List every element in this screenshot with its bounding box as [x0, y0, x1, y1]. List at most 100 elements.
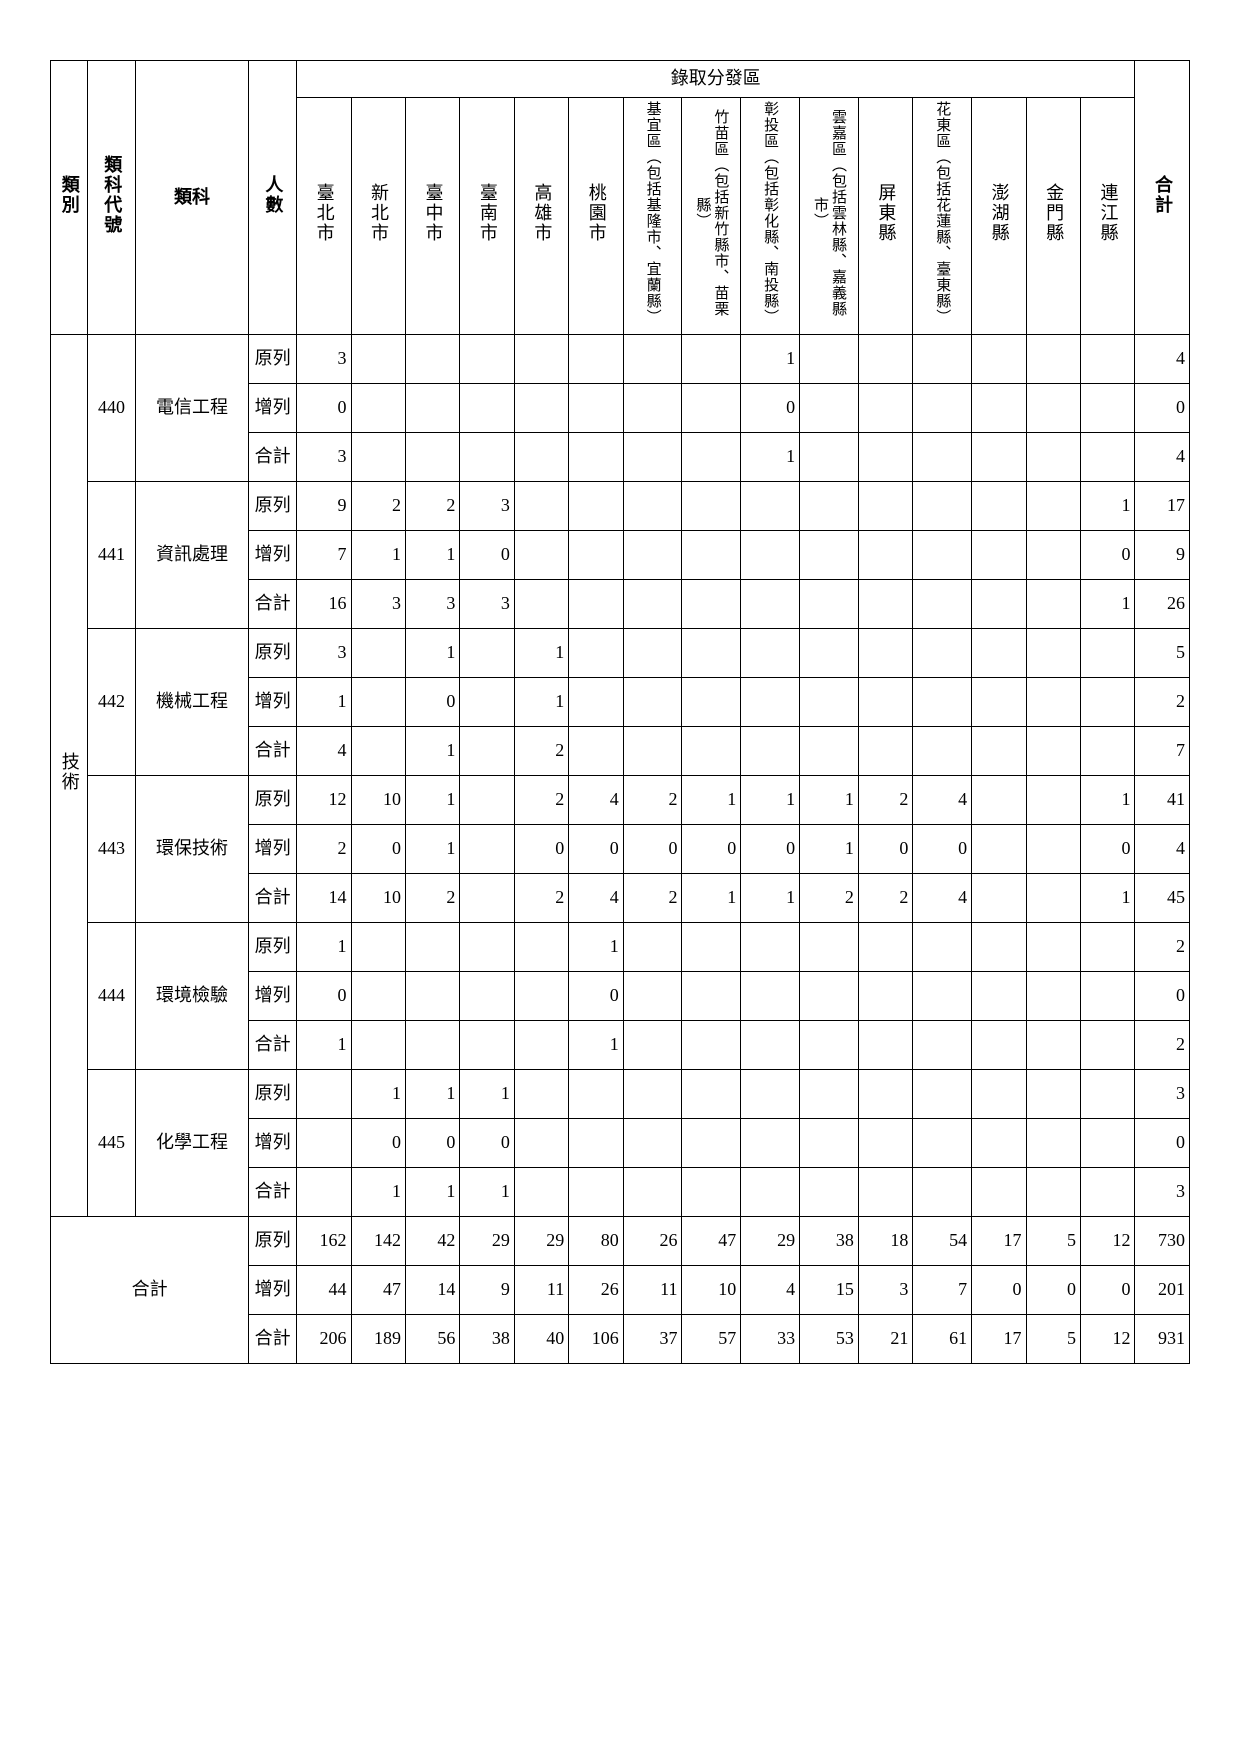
rowtype-cell: 合計 [249, 432, 297, 481]
data-cell: 37 [623, 1314, 682, 1363]
data-cell [514, 1069, 568, 1118]
data-cell [741, 971, 800, 1020]
data-cell [972, 726, 1026, 775]
data-cell [800, 628, 859, 677]
data-cell [1026, 1167, 1080, 1216]
data-cell: 0 [460, 530, 514, 579]
col-region-label-4: 高雄市 [531, 183, 553, 243]
data-cell: 1 [741, 873, 800, 922]
data-cell [351, 922, 405, 971]
data-cell [682, 579, 741, 628]
col-region-label-7: 竹苗區（包括新竹縣市、苗栗縣） [693, 98, 729, 328]
data-cell [623, 971, 682, 1020]
data-cell [858, 1069, 912, 1118]
data-cell [569, 334, 623, 383]
subject-cell: 環保技術 [135, 775, 248, 922]
data-cell [858, 628, 912, 677]
data-cell [460, 628, 514, 677]
col-region-13: 金門縣 [1026, 98, 1080, 335]
data-cell: 1 [800, 775, 859, 824]
data-cell: 40 [514, 1314, 568, 1363]
data-cell: 21 [858, 1314, 912, 1363]
data-cell: 2 [514, 726, 568, 775]
data-cell [1080, 432, 1135, 481]
data-cell: 1 [351, 530, 405, 579]
data-cell [460, 677, 514, 726]
category-cell: 技術 [51, 334, 88, 1216]
data-cell [569, 579, 623, 628]
subject-cell: 環境檢驗 [135, 922, 248, 1069]
data-cell: 14 [297, 873, 351, 922]
data-cell: 4 [569, 775, 623, 824]
rowtype-cell: 合計 [249, 1314, 297, 1363]
table-row: 443環保技術原列1210124211124141 [51, 775, 1190, 824]
rowtype-cell: 增列 [249, 1118, 297, 1167]
data-cell [913, 1167, 972, 1216]
data-cell [858, 1020, 912, 1069]
data-cell [913, 1069, 972, 1118]
data-cell: 1 [460, 1167, 514, 1216]
rowtype-cell: 增列 [249, 824, 297, 873]
col-region-group: 錄取分發區 [297, 61, 1135, 98]
code-cell: 440 [88, 334, 136, 481]
data-cell [1080, 628, 1135, 677]
data-cell [1080, 383, 1135, 432]
rowtype-cell: 增列 [249, 1265, 297, 1314]
data-cell [800, 1069, 859, 1118]
data-cell [1026, 334, 1080, 383]
data-cell: 47 [682, 1216, 741, 1265]
data-cell [297, 1167, 351, 1216]
total-cell: 7 [1135, 726, 1190, 775]
data-cell [858, 1167, 912, 1216]
col-code-label: 類科代號 [101, 155, 123, 235]
data-cell [972, 1020, 1026, 1069]
data-cell [800, 334, 859, 383]
data-cell [514, 383, 568, 432]
data-cell [514, 1118, 568, 1167]
total-cell: 201 [1135, 1265, 1190, 1314]
data-cell [460, 383, 514, 432]
data-cell [858, 726, 912, 775]
total-cell: 2 [1135, 922, 1190, 971]
code-cell: 445 [88, 1069, 136, 1216]
data-cell: 1 [405, 726, 459, 775]
data-cell [858, 432, 912, 481]
rowtype-cell: 合計 [249, 579, 297, 628]
data-cell [460, 922, 514, 971]
col-person-label: 人數 [262, 175, 284, 215]
col-region-11: 花東區（包括花蓮縣、臺東縣） [913, 98, 972, 335]
data-cell [913, 971, 972, 1020]
total-cell: 4 [1135, 824, 1190, 873]
col-region-0: 臺北市 [297, 98, 351, 335]
data-cell: 3 [297, 334, 351, 383]
table-row: 445化學工程原列1113 [51, 1069, 1190, 1118]
data-cell [569, 628, 623, 677]
total-cell: 5 [1135, 628, 1190, 677]
col-region-5: 桃園市 [569, 98, 623, 335]
data-cell: 26 [569, 1265, 623, 1314]
data-cell: 1 [514, 628, 568, 677]
data-cell [682, 1167, 741, 1216]
data-cell [514, 432, 568, 481]
data-cell [460, 824, 514, 873]
data-cell [569, 1167, 623, 1216]
data-cell: 0 [1080, 530, 1135, 579]
data-cell: 3 [460, 579, 514, 628]
data-cell: 0 [351, 1118, 405, 1167]
data-cell [514, 971, 568, 1020]
data-cell [1026, 677, 1080, 726]
data-cell [858, 383, 912, 432]
data-cell: 5 [1026, 1314, 1080, 1363]
data-cell [800, 922, 859, 971]
data-cell: 0 [623, 824, 682, 873]
data-cell [972, 1069, 1026, 1118]
data-cell: 54 [913, 1216, 972, 1265]
data-cell [1080, 1069, 1135, 1118]
data-cell [569, 481, 623, 530]
data-cell: 29 [514, 1216, 568, 1265]
data-cell [741, 922, 800, 971]
data-cell [405, 432, 459, 481]
table-row: 441資訊處理原列9223117 [51, 481, 1190, 530]
data-cell [623, 922, 682, 971]
data-cell: 80 [569, 1216, 623, 1265]
